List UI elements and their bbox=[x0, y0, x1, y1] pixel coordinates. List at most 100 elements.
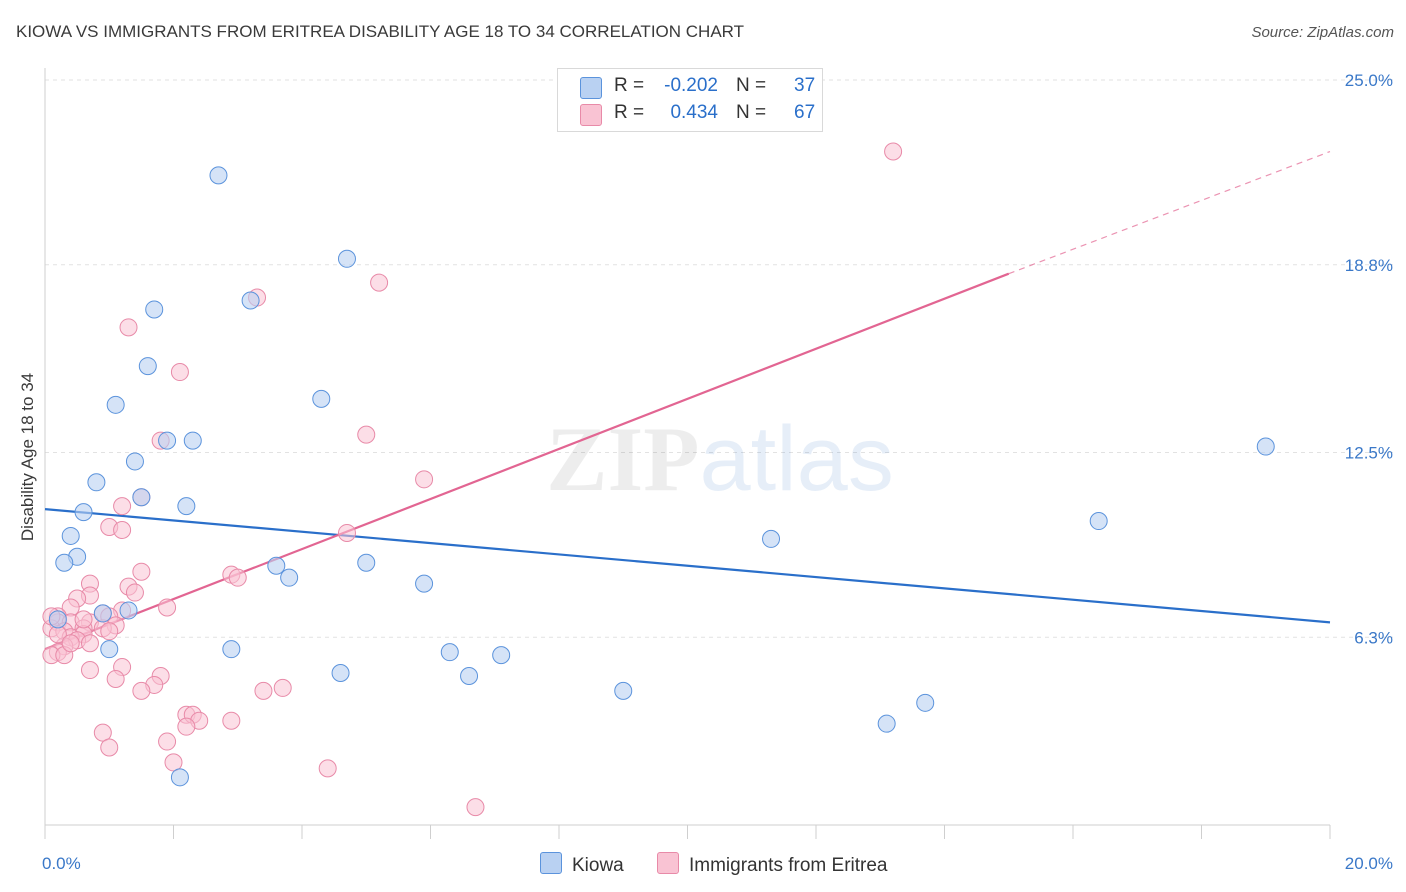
x-tick-label: 20.0% bbox=[1345, 854, 1393, 873]
eritrea-point bbox=[80, 634, 99, 653]
eritrea-point bbox=[132, 562, 151, 581]
eritrea-point bbox=[254, 681, 273, 700]
legend-label: Kiowa bbox=[572, 855, 624, 876]
kiowa-point bbox=[337, 249, 356, 268]
kiowa-point bbox=[614, 681, 633, 700]
eritrea-point bbox=[158, 598, 177, 617]
eritrea-swatch bbox=[580, 104, 602, 126]
kiowa-point bbox=[762, 529, 781, 548]
kiowa-point bbox=[492, 646, 511, 665]
eritrea-swatch bbox=[657, 852, 679, 874]
eritrea-point bbox=[415, 470, 434, 489]
kiowa-point bbox=[158, 431, 177, 450]
r-value: -0.202 bbox=[664, 75, 718, 96]
r-label: R = bbox=[614, 102, 645, 123]
y-tick-label: 18.8% bbox=[1345, 256, 1393, 275]
kiowa-point bbox=[48, 610, 67, 629]
kiowa-point bbox=[1256, 437, 1275, 456]
r-value: 0.434 bbox=[670, 102, 718, 123]
eritrea-point bbox=[177, 717, 196, 736]
kiowa-point bbox=[87, 473, 106, 492]
kiowa-point bbox=[440, 643, 459, 662]
kiowa-point bbox=[241, 291, 260, 310]
kiowa-point bbox=[222, 640, 241, 659]
kiowa-point bbox=[132, 488, 151, 507]
eritrea-point bbox=[370, 273, 389, 292]
y-axis-label: Disability Age 18 to 34 bbox=[18, 373, 37, 541]
legend-item-kiowa: Kiowa bbox=[540, 852, 624, 877]
kiowa-point bbox=[312, 389, 331, 408]
eritrea-point bbox=[466, 798, 485, 817]
kiowa-point bbox=[93, 604, 112, 623]
y-tick-label: 6.3% bbox=[1354, 628, 1393, 647]
eritrea-point bbox=[93, 723, 112, 742]
tick-labels: 6.3% 12.5% 18.8% 25.0% 0.0% 20.0% bbox=[42, 71, 1393, 873]
kiowa-point bbox=[55, 553, 74, 572]
kiowa-swatch bbox=[540, 852, 562, 874]
y-tick-label: 12.5% bbox=[1345, 444, 1393, 463]
eritrea-point bbox=[884, 142, 903, 161]
n-value: 67 bbox=[794, 102, 816, 123]
y-tick-label: 25.0% bbox=[1345, 71, 1393, 90]
kiowa-point bbox=[145, 300, 164, 319]
eritrea-point bbox=[61, 634, 80, 653]
kiowa-point bbox=[125, 452, 144, 471]
kiowa-point bbox=[106, 395, 125, 414]
eritrea-point bbox=[100, 622, 119, 641]
kiowa-point bbox=[74, 503, 93, 522]
eritrea-point bbox=[132, 681, 151, 700]
axes bbox=[44, 68, 1331, 839]
source-label: Source: ZipAtlas.com bbox=[1251, 24, 1394, 41]
correlation-legend: R = -0.202 N = 37 R = 0.434 N = 67 bbox=[557, 68, 823, 132]
eritrea-point bbox=[228, 568, 247, 587]
eritrea-point bbox=[100, 738, 119, 757]
eritrea-point bbox=[357, 425, 376, 444]
kiowa-point bbox=[280, 568, 299, 587]
kiowa-point bbox=[331, 664, 350, 683]
watermark: ZIPatlas bbox=[546, 408, 894, 510]
kiowa-point bbox=[177, 497, 196, 516]
kiowa-point bbox=[1089, 512, 1108, 531]
kiowa-point bbox=[877, 714, 896, 733]
kiowa-point bbox=[460, 667, 479, 685]
kiowa-point bbox=[415, 574, 434, 593]
kiowa-point bbox=[170, 768, 189, 787]
eritrea-trend-extension bbox=[1008, 150, 1331, 275]
kiowa-point bbox=[916, 693, 935, 712]
chart-title: KIOWA VS IMMIGRANTS FROM ERITREA DISABIL… bbox=[16, 22, 745, 41]
n-value: 37 bbox=[794, 75, 816, 96]
grid-lines bbox=[45, 79, 1395, 638]
eritrea-point bbox=[119, 318, 138, 337]
kiowa-point bbox=[138, 357, 157, 376]
legend-label: Immigrants from Eritrea bbox=[689, 855, 888, 876]
eritrea-point bbox=[74, 610, 93, 629]
n-label: N = bbox=[736, 75, 767, 96]
kiowa-point bbox=[119, 601, 138, 620]
x-tick-label: 0.0% bbox=[42, 854, 81, 873]
kiowa-point bbox=[209, 166, 228, 185]
kiowa-point bbox=[183, 431, 202, 450]
kiowa-swatch bbox=[580, 77, 602, 99]
eritrea-point bbox=[113, 497, 132, 516]
eritrea-point bbox=[164, 753, 183, 772]
eritrea-point bbox=[318, 759, 337, 778]
eritrea-point bbox=[125, 583, 144, 602]
eritrea-point bbox=[337, 523, 356, 542]
eritrea-point bbox=[106, 669, 125, 688]
kiowa-point bbox=[61, 526, 80, 545]
eritrea-point bbox=[222, 711, 241, 730]
kiowa-point bbox=[267, 556, 286, 575]
kiowa-point bbox=[100, 640, 119, 659]
eritrea-trend-line bbox=[44, 272, 1010, 651]
eritrea-point bbox=[170, 363, 189, 382]
eritrea-point bbox=[80, 661, 99, 680]
n-label: N = bbox=[736, 102, 767, 123]
series-kiowa-points bbox=[48, 166, 1275, 787]
legend-item-eritrea: Immigrants from Eritrea bbox=[657, 852, 887, 877]
r-label: R = bbox=[614, 75, 645, 96]
kiowa-trend-line bbox=[44, 508, 1331, 624]
eritrea-point bbox=[273, 678, 292, 697]
kiowa-point bbox=[357, 553, 376, 572]
trend-lines bbox=[44, 150, 1331, 651]
